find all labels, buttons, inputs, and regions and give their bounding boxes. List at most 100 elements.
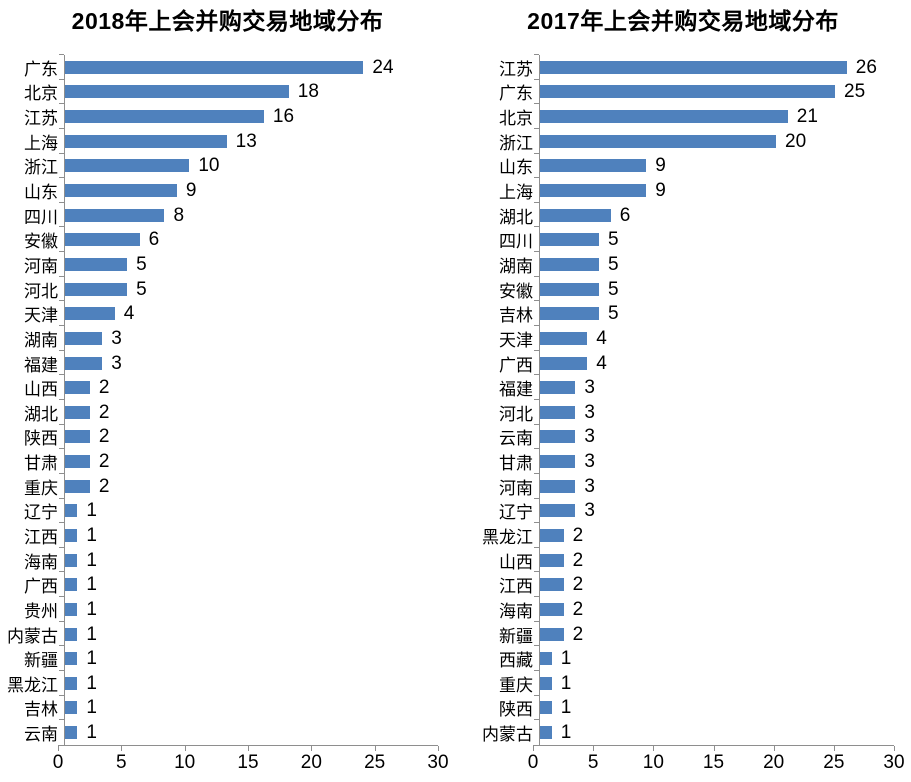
value-label: 2 [572, 623, 584, 645]
category-label: 河南 [24, 256, 58, 276]
chart-row: 吉林 5 [455, 300, 894, 327]
chart-row: 湖北 2 [0, 398, 438, 425]
chart-row: 西藏 1 [455, 645, 894, 672]
category-label: 吉林 [499, 306, 533, 326]
bar [65, 134, 227, 148]
plot-area: 江苏 26 广东 25 北京 21 浙江 20 山东 9 上海 9 湖北 6 四川 5 湖南 5 安徽 5 吉林 5 天津 4… [455, 54, 894, 745]
value-label: 10 [198, 155, 220, 177]
bar [65, 159, 190, 173]
value-label: 6 [148, 229, 160, 251]
bar [540, 405, 576, 419]
bar [540, 134, 776, 148]
chart-row: 山东 9 [455, 152, 894, 179]
value-label: 1 [560, 697, 572, 719]
chart-row: 河北 3 [455, 398, 894, 425]
value-label: 5 [608, 278, 619, 300]
bar-zone: 21 [534, 103, 894, 129]
bar [540, 455, 576, 469]
category-label: 甘肃 [499, 454, 533, 474]
value-label: 9 [655, 180, 666, 202]
value-label: 2 [98, 426, 110, 448]
chart-row: 山西 2 [455, 546, 894, 573]
plot-area: 广东 24 北京 18 江苏 16 上海 13 浙江 10 山东 9 四川 8 安徽 6 河南 5 河北 5 天津 4 湖南… [0, 54, 438, 745]
x-axis-label: 25 [364, 752, 386, 773]
chart-row: 河北 5 [0, 275, 438, 302]
bar-zone: 2 [59, 472, 438, 499]
value-label: 25 [844, 81, 866, 103]
value-label: 18 [297, 81, 319, 103]
value-label: 20 [785, 130, 807, 152]
category-label: 山西 [499, 552, 533, 572]
chart-row: 福建 3 [0, 349, 438, 376]
category-label: 广东 [24, 59, 58, 79]
bar [65, 627, 78, 641]
bar [65, 479, 90, 493]
chart-row: 重庆 1 [455, 670, 894, 696]
bar-zone: 2 [534, 546, 894, 573]
chart-row: 四川 5 [455, 226, 894, 253]
chart-row: 内蒙古 1 [0, 620, 438, 647]
value-label: 3 [111, 327, 122, 349]
value-label: 1 [560, 648, 572, 670]
category-label: 浙江 [499, 133, 533, 153]
value-label: 8 [173, 204, 185, 226]
chart-row: 辽宁 3 [455, 497, 894, 524]
bar [540, 676, 552, 690]
bar [65, 282, 128, 296]
bar-zone: 9 [534, 152, 894, 179]
bar [540, 652, 552, 666]
category-label: 新疆 [24, 651, 58, 671]
bar [540, 504, 576, 518]
chart-row: 安徽 5 [455, 275, 894, 302]
chart-row: 北京 18 [0, 78, 438, 105]
x-axis-tick [248, 746, 249, 751]
x-axis-label: 10 [174, 752, 196, 773]
x-axis-tick [438, 746, 439, 751]
category-label: 江西 [24, 528, 58, 547]
bar-zone: 1 [534, 719, 894, 745]
bar [540, 553, 564, 567]
bar [65, 110, 264, 124]
x-axis-label: 20 [300, 752, 322, 773]
value-label: 2 [98, 401, 110, 423]
value-label: 4 [596, 327, 607, 349]
x-axis-tick [593, 746, 595, 751]
category-label: 安徽 [499, 281, 533, 301]
bar-zone: 5 [59, 251, 438, 277]
bar-zone: 24 [59, 54, 438, 80]
category-label: 辽宁 [499, 503, 533, 523]
bar-zone: 20 [534, 127, 894, 154]
category-label: 海南 [24, 552, 58, 572]
category-label: 广东 [499, 84, 533, 104]
chart-row: 江苏 16 [0, 103, 438, 129]
category-label: 湖北 [24, 404, 58, 424]
chart-row: 广东 25 [455, 78, 894, 105]
bar-zone: 25 [534, 78, 894, 105]
chart-row: 湖南 3 [0, 325, 438, 351]
category-label: 湖南 [499, 256, 533, 276]
category-label: 黑龙江 [482, 528, 533, 547]
chart-row: 湖北 6 [455, 201, 894, 228]
chart-2017: 2017年上会并购交易地域分布 江苏 26 广东 25 北京 21 浙江 20 山东 9 上海 9 湖北… [455, 0, 911, 782]
chart-row: 内蒙古 1 [455, 719, 894, 745]
category-label: 天津 [24, 306, 58, 326]
bar [540, 110, 788, 124]
bar [65, 331, 103, 345]
chart-row: 安徽 6 [0, 226, 438, 253]
chart-row: 天津 4 [0, 300, 438, 327]
category-label: 山东 [24, 183, 58, 203]
bar-zone: 2 [59, 398, 438, 425]
category-label: 河南 [499, 478, 533, 498]
bar [540, 85, 835, 99]
category-label: 河北 [499, 404, 533, 424]
bar-zone: 9 [534, 177, 894, 203]
x-axis-label: 15 [702, 752, 725, 773]
bar [65, 455, 90, 469]
chart-row: 新疆 2 [455, 620, 894, 647]
bar-zone: 2 [59, 374, 438, 400]
bar-zone: 2 [59, 448, 438, 474]
category-label: 上海 [499, 183, 533, 203]
bar-zone: 2 [534, 522, 894, 548]
category-label: 内蒙古 [7, 626, 58, 646]
value-label: 6 [619, 204, 631, 226]
